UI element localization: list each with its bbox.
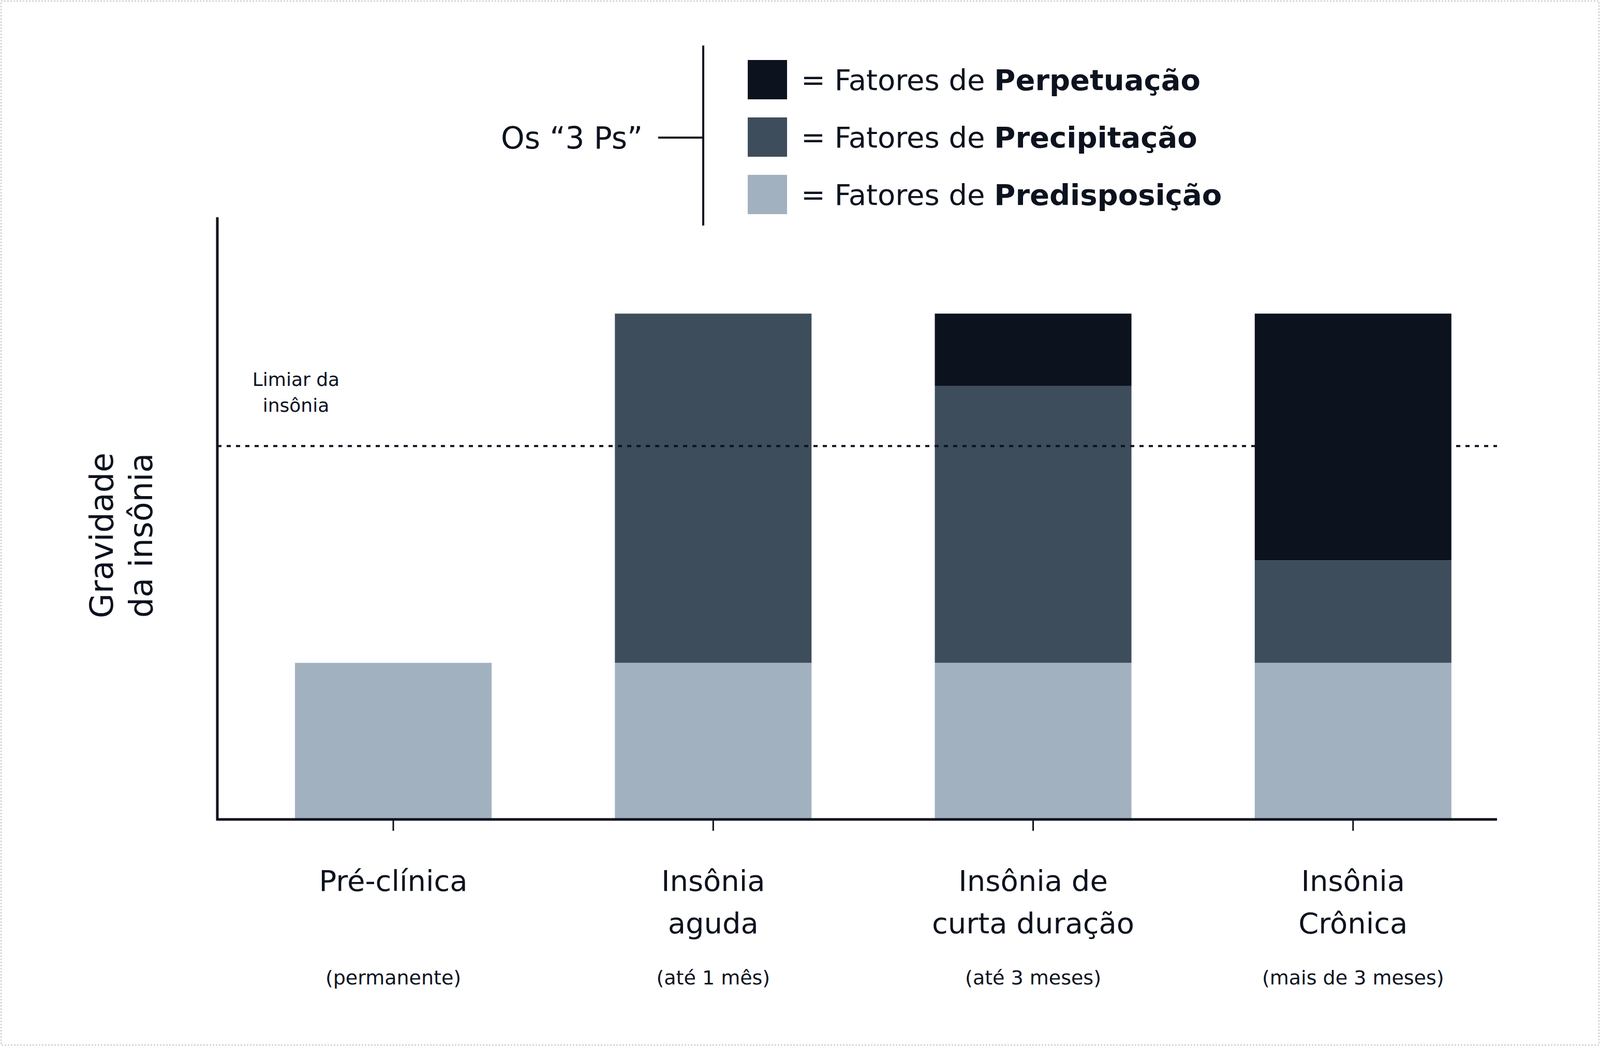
category-label: Insônia de curta duração [931, 864, 1135, 941]
legend-name: Precipitação [994, 120, 1197, 155]
frame [1, 1, 1599, 1046]
chart: Limiar da insônia Pré-clínica (permanente) I… [0, 0, 1600, 1046]
category-note: (mais de 3 meses) [1262, 966, 1445, 990]
bar-segment [614, 662, 812, 820]
y-label: Gravidadeda insônia [82, 452, 160, 619]
legend-bracket [702, 45, 705, 226]
bar-segment [935, 662, 1132, 820]
legend-prefix: = Fatores de [801, 120, 995, 155]
legend-prefix: = Fatores de [801, 178, 995, 212]
x-tick [392, 819, 395, 832]
category-label-line: Insônia [661, 864, 766, 898]
legend-bracket [658, 136, 704, 139]
bar-segment [935, 386, 1132, 663]
bar-segment [294, 662, 492, 820]
category-label-line: Insônia [1300, 864, 1405, 898]
legend: Os “3 Ps”= Fatores de Perpetuação= Fator… [500, 45, 1222, 226]
legend-name: Predisposição [994, 178, 1222, 212]
threshold-label-line: Limiar da [252, 368, 340, 391]
y-label-line: Gravidade [82, 452, 121, 619]
x-tick [712, 819, 715, 832]
bar-segment [1254, 662, 1452, 820]
bars [294, 313, 1452, 820]
y-axis [216, 217, 219, 821]
bar-segment [935, 313, 1132, 387]
legend-prefix: = Fatores de [801, 63, 995, 97]
threshold-line [217, 445, 1498, 448]
threshold-label: Limiar da insônia [252, 368, 340, 417]
category-label-line: Crônica [1298, 906, 1408, 941]
x-axis [216, 818, 1498, 822]
y-label-line: da insônia [122, 453, 160, 618]
category-label: Pré-clínica [318, 864, 468, 898]
legend-swatch [747, 174, 788, 215]
category-label-line: Pré-clínica [318, 864, 468, 898]
bar-segment [1254, 560, 1452, 663]
category-label-line: curta duração [931, 906, 1135, 941]
legend-swatch [747, 60, 788, 100]
legend-entry: = Fatores de Perpetuação [801, 63, 1201, 97]
x-tick [1032, 819, 1034, 832]
category-note: (até 1 mês) [656, 966, 770, 990]
threshold-label-line: insônia [262, 394, 330, 417]
category-label: Insônia aguda [661, 864, 766, 941]
legend-entry: = Fatores de Precipitação [801, 120, 1198, 155]
category-label: Insônia Crônica [1298, 864, 1408, 941]
legend-name: Perpetuação [994, 63, 1201, 97]
bar-segment [1254, 313, 1452, 561]
x-tick [1352, 819, 1354, 832]
bar-segment [614, 313, 812, 663]
legend-swatch [747, 117, 788, 157]
legend-entry: = Fatores de Predisposição [801, 178, 1222, 212]
legend-title: Os “3 Ps” [500, 120, 643, 156]
category-note: (permanente) [325, 966, 462, 990]
category-label-line: aguda [668, 906, 759, 941]
category-note: (até 3 meses) [965, 966, 1102, 990]
category-label-line: Insônia de [958, 864, 1108, 898]
